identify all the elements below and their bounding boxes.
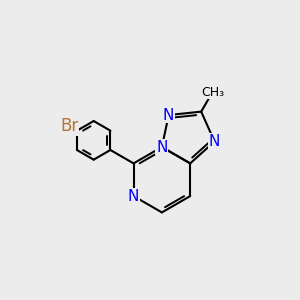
Text: N: N <box>163 107 174 122</box>
Text: N: N <box>156 140 168 154</box>
Text: Br: Br <box>60 117 78 135</box>
Text: CH₃: CH₃ <box>201 86 224 99</box>
Text: N: N <box>128 189 139 204</box>
Text: N: N <box>209 134 220 149</box>
